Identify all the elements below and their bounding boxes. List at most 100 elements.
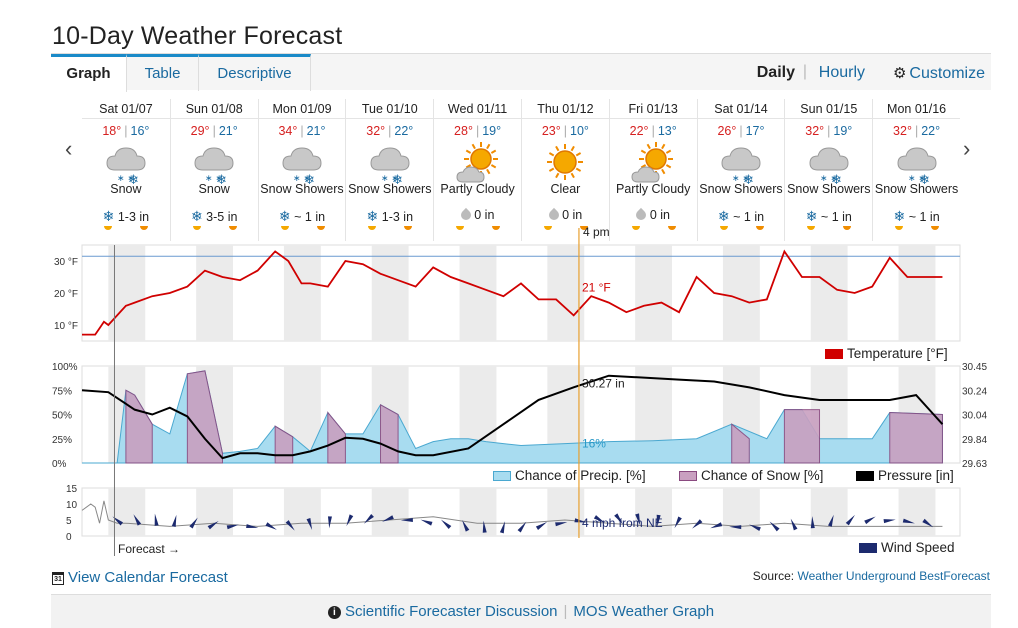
wind-panel-night-band bbox=[283, 488, 321, 536]
day-precip: ❄ ~ 1 in bbox=[785, 208, 872, 224]
svg-text:❄: ❄ bbox=[919, 173, 930, 186]
low-temp: 21° bbox=[218, 124, 238, 138]
high-temp: 18° bbox=[102, 124, 122, 138]
svg-text:❄: ❄ bbox=[216, 173, 227, 186]
svg-text:❄: ❄ bbox=[743, 173, 754, 186]
legend-wind: Wind Speed bbox=[859, 540, 955, 555]
calendar-icon: 31 bbox=[52, 572, 64, 585]
low-temp: 16° bbox=[130, 124, 150, 138]
temp-separator: | bbox=[914, 124, 919, 138]
precip-amount: 3-5 in bbox=[206, 210, 238, 224]
temp-panel-night-band bbox=[371, 245, 409, 341]
day-temps: 26° | 17° bbox=[698, 124, 785, 140]
wind-arrow-icon bbox=[593, 515, 606, 524]
pressure-line bbox=[81, 374, 944, 460]
scientific-discussion-link[interactable]: Scientific Forecaster Discussion bbox=[344, 603, 558, 620]
wind-panel-night-band bbox=[547, 488, 585, 536]
source-credit: Source: Weather Underground BestForecast bbox=[753, 569, 990, 583]
snow-icon: ∗ ∗ ❄ bbox=[873, 140, 960, 188]
sunrise-sunset-markers bbox=[171, 226, 258, 234]
legend-swatch bbox=[859, 543, 877, 554]
day-column: Sat 01/14 26° | 17° ∗ ∗ ❄ Snow Showers ❄ ~ 1 in bbox=[696, 99, 785, 241]
wind-arrow-icon bbox=[346, 514, 354, 527]
tab-bar: Graph Table Descriptive Daily | Hourly ⚙… bbox=[51, 53, 991, 92]
precip-amount: ~ 1 in bbox=[820, 210, 852, 224]
wind-panel-night-band bbox=[898, 488, 936, 536]
next-days-arrow-icon[interactable]: › bbox=[963, 136, 971, 161]
mos-graph-link[interactable]: MOS Weather Graph bbox=[573, 603, 715, 620]
low-temp: 19° bbox=[482, 124, 502, 138]
tab-table[interactable]: Table bbox=[127, 54, 199, 91]
high-temp: 34° bbox=[278, 124, 298, 138]
day-precip: 0 in bbox=[434, 207, 521, 224]
cursor-wind-label: 4 mph from NE bbox=[582, 516, 663, 530]
svg-text:∗ ∗: ∗ ∗ bbox=[820, 174, 838, 184]
sunrise-sunset-markers bbox=[434, 226, 521, 234]
snow-area bbox=[327, 411, 346, 464]
day-column: Sun 01/08 29° | 21° ∗ ∗ ❄ Snow ❄ 3-5 in bbox=[169, 99, 258, 241]
day-condition: Clear bbox=[550, 182, 581, 196]
partly-cloudy-icon bbox=[610, 140, 697, 183]
view-hourly-button[interactable]: Hourly bbox=[818, 64, 865, 81]
day-date: Sat 01/14 bbox=[697, 99, 785, 119]
temp-separator: | bbox=[827, 124, 831, 138]
temp-separator: | bbox=[475, 124, 480, 138]
snow-icon: ∗ ∗ ❄ bbox=[698, 140, 785, 188]
customize-button[interactable]: ⚙ Customize bbox=[893, 64, 985, 83]
day-column: Thu 01/12 23° | 10° Clear 0 in bbox=[521, 99, 609, 241]
sunrise-sunset-markers bbox=[259, 226, 346, 234]
tab-descriptive[interactable]: Descriptive bbox=[199, 54, 311, 91]
day-temps: 32° | 22° bbox=[346, 124, 433, 140]
snowflake-icon: ❄ bbox=[102, 208, 115, 224]
day-column: Fri 01/13 22° | 13° Partly Cloudy 0 in bbox=[608, 99, 697, 241]
wind-arrow-icon bbox=[441, 519, 452, 530]
svg-text:∗ ∗: ∗ ∗ bbox=[205, 174, 223, 184]
y-tick-label: 25% bbox=[52, 435, 72, 446]
legend-swatch bbox=[679, 471, 697, 482]
y2-tick-label: 30.24 bbox=[962, 386, 987, 397]
view-calendar-link[interactable]: 31 View Calendar Forecast bbox=[52, 569, 228, 586]
sunrise-icon bbox=[104, 226, 112, 230]
low-temp: 22° bbox=[394, 124, 414, 138]
sunrise-icon bbox=[368, 226, 377, 230]
precip-amount: ~ 1 in bbox=[294, 210, 326, 224]
wind-panel-night-band bbox=[108, 488, 146, 536]
y-tick-label: 0 bbox=[66, 532, 72, 543]
svg-text:∗ ∗: ∗ ∗ bbox=[293, 174, 311, 184]
forecast-start-label: Forecast → bbox=[118, 542, 181, 556]
view-daily-button[interactable]: Daily bbox=[756, 64, 795, 81]
wind-arrow-icon bbox=[226, 524, 239, 530]
wind-arrow-icon bbox=[306, 518, 313, 531]
source-link[interactable]: Weather Underground BestForecast bbox=[797, 569, 990, 583]
tab-graph[interactable]: Graph bbox=[51, 54, 127, 92]
day-condition: Snow Showers bbox=[260, 182, 344, 196]
wind-arrow-icon bbox=[674, 516, 682, 529]
page-title: 10-Day Weather Forecast bbox=[52, 22, 343, 50]
wind-arrow-icon bbox=[171, 514, 177, 528]
wind-arrow-icon bbox=[133, 514, 142, 526]
sunset-icon bbox=[755, 226, 764, 230]
wind-arrow-icon bbox=[729, 525, 742, 530]
temperature-line bbox=[82, 249, 943, 336]
legend-snow: Chance of Snow [%] bbox=[679, 468, 823, 483]
y2-tick-label: 29.63 bbox=[962, 459, 987, 470]
sunrise-icon bbox=[544, 226, 552, 230]
wind-arrow-icon bbox=[902, 518, 915, 524]
snow-icon: ∗ ∗ ❄ bbox=[346, 140, 433, 188]
wind-panel-night-band bbox=[196, 488, 234, 536]
wind-arrow-icon bbox=[462, 520, 470, 532]
wind-arrow-icon bbox=[285, 520, 295, 531]
legend-label: Wind Speed bbox=[881, 540, 955, 555]
y-tick-label: 0% bbox=[52, 459, 67, 470]
day-condition: Snow bbox=[110, 182, 142, 196]
wind-arrow-icon bbox=[828, 514, 834, 527]
prev-days-arrow-icon[interactable]: ‹ bbox=[65, 136, 73, 161]
y-tick-label: 5 bbox=[66, 516, 72, 527]
legend-label: Pressure [in] bbox=[878, 468, 954, 483]
day-column: Sat 01/07 18° | 16° ∗ ∗ ❄ Snow ❄ 1-3 in bbox=[82, 99, 170, 241]
day-precip: ❄ 1-3 in bbox=[82, 208, 170, 224]
day-column: Sun 01/15 32° | 19° ∗ ∗ ❄ Snow Showers ❄ ~ 1 in bbox=[784, 99, 873, 241]
temp-separator: | bbox=[212, 124, 216, 138]
sunrise-sunset-markers bbox=[346, 226, 433, 234]
high-temp: 32° bbox=[893, 124, 912, 138]
